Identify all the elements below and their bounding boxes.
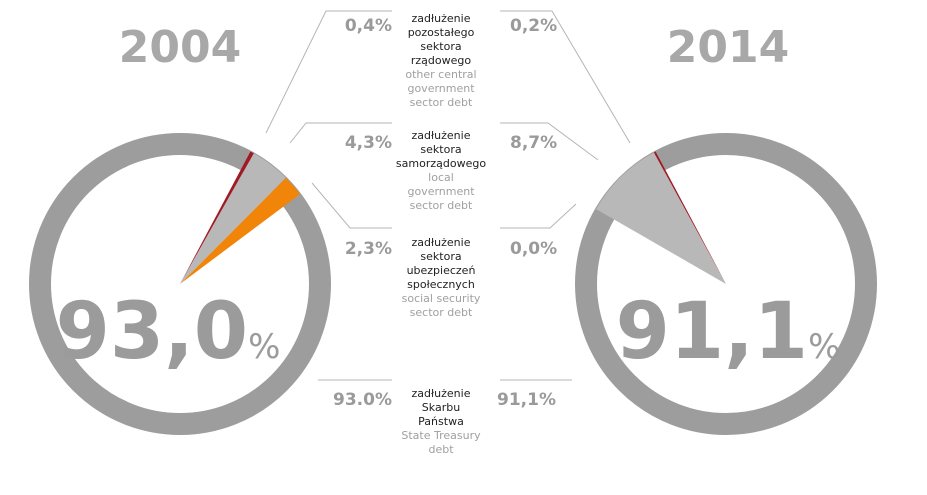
label-en-line: debt bbox=[428, 443, 454, 456]
pie-2004-social-slice bbox=[180, 177, 301, 284]
value-2014-other-central: 0,2% bbox=[510, 16, 557, 36]
label-en-line: government bbox=[407, 185, 475, 198]
label-en-line: other central bbox=[405, 68, 476, 81]
pie-2014-treasury-ring bbox=[575, 133, 877, 435]
pie-2014-center-unit: % bbox=[808, 327, 840, 367]
label-pl-line: zadłużenie bbox=[412, 236, 471, 249]
pie-2004-other-central-slice bbox=[180, 151, 254, 284]
value-2004-local: 4,3% bbox=[345, 133, 392, 153]
category-label-other-central: zadłużenie pozostałego sektora rządowego… bbox=[405, 12, 476, 109]
label-pl-line: Skarbu bbox=[422, 401, 460, 414]
label-pl-line: Państwa bbox=[418, 415, 464, 428]
label-en-line: sector debt bbox=[410, 96, 473, 109]
pie-2004-center-number: 93,0 bbox=[56, 287, 248, 377]
pie-2004-treasury-ring bbox=[29, 133, 331, 435]
leader-2014-local bbox=[500, 122, 599, 161]
label-pl-line: zadłużenie bbox=[412, 12, 471, 25]
value-2014-treasury: 91,1% bbox=[497, 390, 556, 410]
label-en-line: local bbox=[428, 171, 454, 184]
label-en-line: government bbox=[407, 82, 475, 95]
year-2004-title: 2004 bbox=[119, 22, 241, 73]
value-2014-local: 8,7% bbox=[510, 133, 557, 153]
leader-2004-social bbox=[311, 182, 392, 229]
leader-2014-social bbox=[500, 203, 577, 229]
category-label-treasury: zadłużenie Skarbu Państwa State Treasury… bbox=[401, 387, 481, 456]
year-2014-title: 2014 bbox=[667, 22, 789, 73]
pie-2004-center-value: 93,0% bbox=[56, 287, 281, 377]
pie-2014-local-slice bbox=[596, 152, 726, 284]
label-en-line: State Treasury bbox=[401, 429, 481, 442]
pie-2014 bbox=[575, 133, 877, 435]
label-en-line: sector debt bbox=[410, 306, 473, 319]
category-label-social: zadłużenie sektora ubezpieczeń społeczny… bbox=[402, 236, 481, 319]
label-pl-line: rządowego bbox=[411, 54, 471, 67]
label-pl-line: pozostałego bbox=[408, 26, 475, 39]
label-en-line: sector debt bbox=[410, 199, 473, 212]
leader-lines bbox=[265, 10, 631, 381]
leader-2014-other-central bbox=[500, 10, 631, 144]
label-pl-line: społecznych bbox=[407, 278, 475, 291]
pie-2014-other-central-slice bbox=[653, 151, 726, 284]
label-pl-line: zadłużenie bbox=[412, 387, 471, 400]
label-pl-line: ubezpieczeń bbox=[407, 264, 476, 277]
value-2004-social: 2,3% bbox=[345, 239, 392, 259]
leader-2004-other-central bbox=[265, 10, 392, 134]
category-label-local: zadłużenie sektora samorządowego local g… bbox=[396, 129, 486, 212]
pie-2004 bbox=[29, 133, 331, 435]
pie-2014-center-value: 91,1% bbox=[616, 287, 841, 377]
label-pl-line: sektora bbox=[420, 40, 461, 53]
label-pl-line: sektora bbox=[420, 250, 461, 263]
value-2004-other-central: 0,4% bbox=[345, 16, 392, 36]
leader-2004-local bbox=[289, 122, 392, 144]
pie-2014-center-number: 91,1 bbox=[616, 287, 808, 377]
label-pl-line: zadłużenie bbox=[412, 129, 471, 142]
label-pl-line: samorządowego bbox=[396, 157, 486, 170]
pie-2004-center-unit: % bbox=[248, 327, 280, 367]
label-pl-line: sektora bbox=[420, 143, 461, 156]
value-2004-treasury: 93.0% bbox=[333, 390, 392, 410]
label-en-line: social security bbox=[402, 292, 481, 305]
value-2014-social: 0,0% bbox=[510, 239, 557, 259]
pie-2004-local-slice bbox=[180, 153, 286, 284]
